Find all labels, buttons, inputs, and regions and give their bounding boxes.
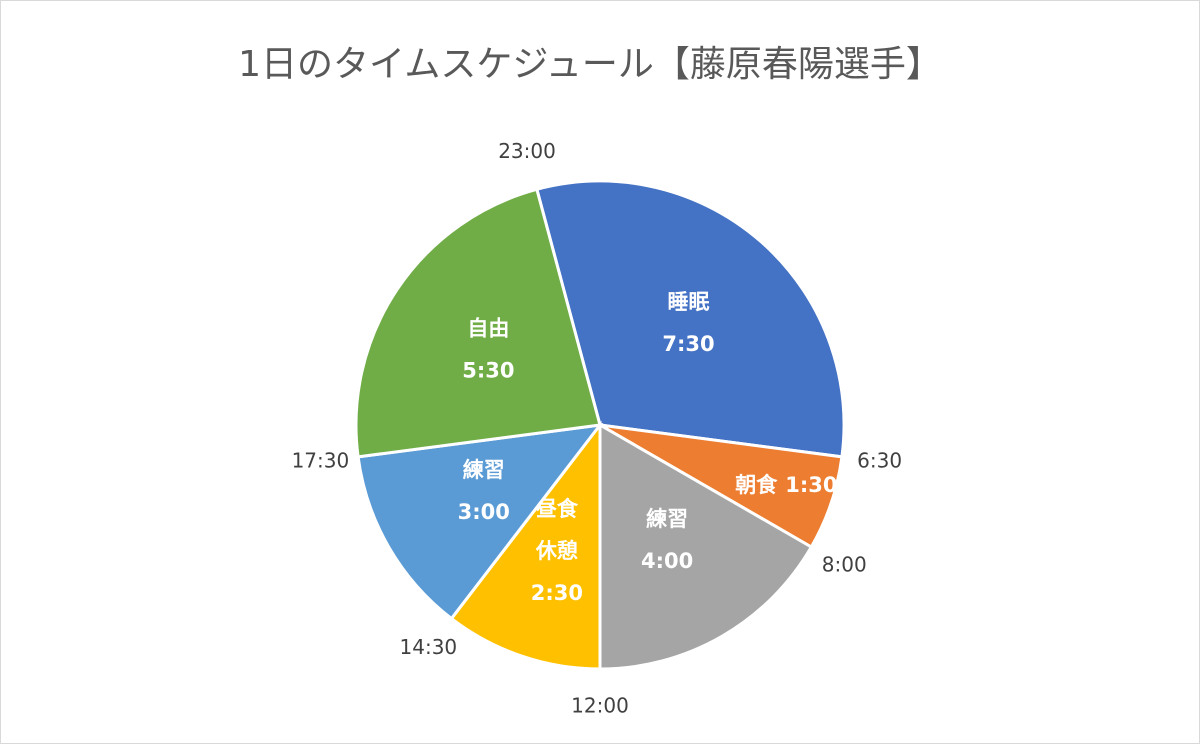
pie-slice bbox=[598, 422, 814, 671]
boundary-label: 17:30 bbox=[292, 448, 350, 472]
slice-value: 2:30 bbox=[531, 581, 583, 605]
slice-name: 昼食休憩 bbox=[535, 497, 579, 563]
slice-name: 練習 bbox=[646, 507, 688, 531]
boundary-label: 23:00 bbox=[498, 139, 556, 163]
slice-name: 睡眠 bbox=[667, 290, 709, 314]
slice-name: 自由 bbox=[467, 316, 509, 340]
boundary-label: 8:00 bbox=[822, 553, 867, 577]
pie-slice bbox=[535, 179, 846, 459]
slice-value: 7:30 bbox=[662, 332, 714, 356]
pie-slice bbox=[354, 187, 602, 459]
pie-slice bbox=[449, 420, 602, 671]
boundary-label: 14:30 bbox=[400, 635, 458, 659]
slice-value: 1:30 bbox=[785, 473, 837, 497]
pie-slice bbox=[356, 423, 604, 621]
slice-name: 練習 bbox=[463, 458, 505, 482]
slice-value: 5:30 bbox=[462, 358, 514, 382]
slice-value: 4:00 bbox=[641, 549, 693, 573]
slice-value: 3:00 bbox=[458, 500, 510, 524]
slice-name: 朝食 bbox=[735, 473, 778, 497]
boundary-label: 6:30 bbox=[857, 448, 902, 472]
chart-title: 1日のタイムスケジュール【藤原春陽選手】 bbox=[238, 44, 942, 85]
boundary-label: 12:00 bbox=[571, 694, 629, 718]
